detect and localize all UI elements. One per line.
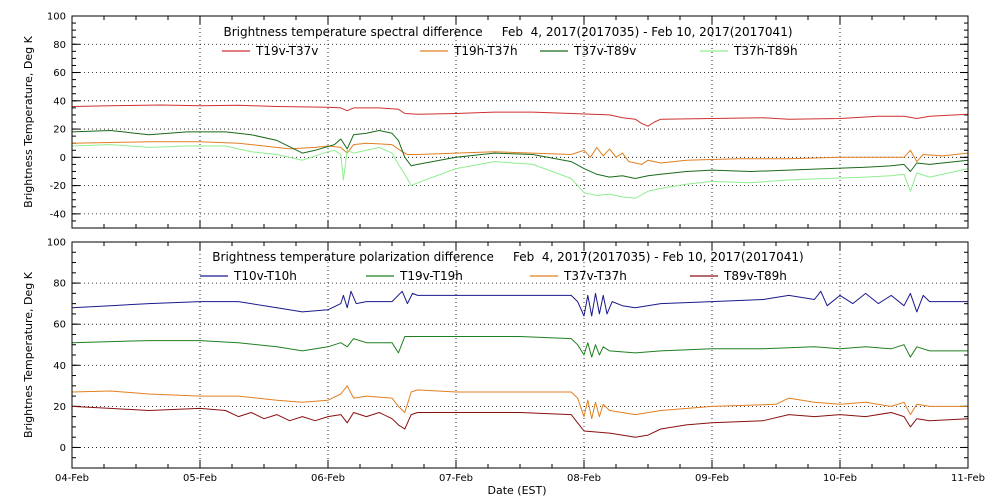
legend-entry: T89v-T89h — [723, 269, 787, 283]
x-tick-label: 06-Feb — [311, 473, 345, 484]
x-tick-label: 08-Feb — [567, 473, 601, 484]
series-line-t89v-t89h — [71, 405, 969, 438]
y-tick-label: 20 — [53, 125, 66, 136]
x-tick-label: 09-Feb — [695, 473, 729, 484]
series-line-t19h-t37h — [71, 141, 969, 165]
legend-entry: T10v-T10h — [233, 269, 297, 283]
series-line-t19v-t19h — [71, 336, 968, 358]
y-tick-label: 0 — [60, 443, 66, 454]
series-line-t37h-t89h — [71, 144, 969, 199]
series-line-t19v-t37v — [71, 104, 969, 127]
x-tick-label: 10-Feb — [823, 473, 857, 484]
y-tick-label: -20 — [50, 181, 66, 192]
x-tick-label: 04-Feb — [55, 473, 89, 484]
series-line-t10v-t10h — [71, 290, 968, 317]
plot-frame — [71, 15, 969, 229]
y-axis-label: Brightnes Temperature, Deg K — [22, 271, 35, 438]
x-axis-label: Date (EST) — [487, 484, 546, 497]
chart-title: Brightness temperature spectral differen… — [223, 25, 792, 39]
legend-entry: T37v-T89v — [573, 44, 636, 58]
y-tick-label: 80 — [53, 279, 66, 290]
y-tick-label: 100 — [47, 12, 66, 23]
y-tick-label: 60 — [53, 320, 66, 331]
plot-frame — [71, 241, 969, 469]
y-tick-label: 0 — [60, 153, 66, 164]
legend-entry: T19h-T37h — [453, 44, 518, 58]
x-tick-label: 07-Feb — [439, 473, 473, 484]
legend-entry: T19v-T19h — [399, 269, 463, 283]
y-tick-label: 40 — [53, 361, 66, 372]
x-tick-label: 05-Feb — [183, 473, 217, 484]
legend-entry: T19v-T37v — [255, 44, 318, 58]
legend-entry: T37h-T89h — [733, 44, 798, 58]
series-line-t37v-t89v — [71, 130, 969, 179]
x-tick-label: 11-Feb — [951, 473, 985, 484]
y-tick-label: 80 — [53, 40, 66, 51]
y-axis-label: Brightness Temperature, Deg K — [22, 35, 35, 207]
polarization-difference-panel: 0 20 40 60 80 100 Brightness temperature polar… — [22, 238, 985, 485]
y-tick-label: 40 — [53, 96, 66, 107]
spectral-difference-panel: -40 -20 0 20 40 60 80 100 Brightness temperature… — [22, 12, 969, 229]
y-tick-label: 100 — [47, 238, 66, 249]
y-tick-label: 20 — [53, 402, 66, 413]
y-tick-label: -40 — [50, 209, 66, 220]
series-line-t37v-t37h — [71, 385, 968, 420]
chart-title: Brightness temperature polarization diff… — [212, 250, 803, 264]
legend-entry: T37v-T37h — [563, 269, 627, 283]
y-tick-label: 60 — [53, 68, 66, 79]
